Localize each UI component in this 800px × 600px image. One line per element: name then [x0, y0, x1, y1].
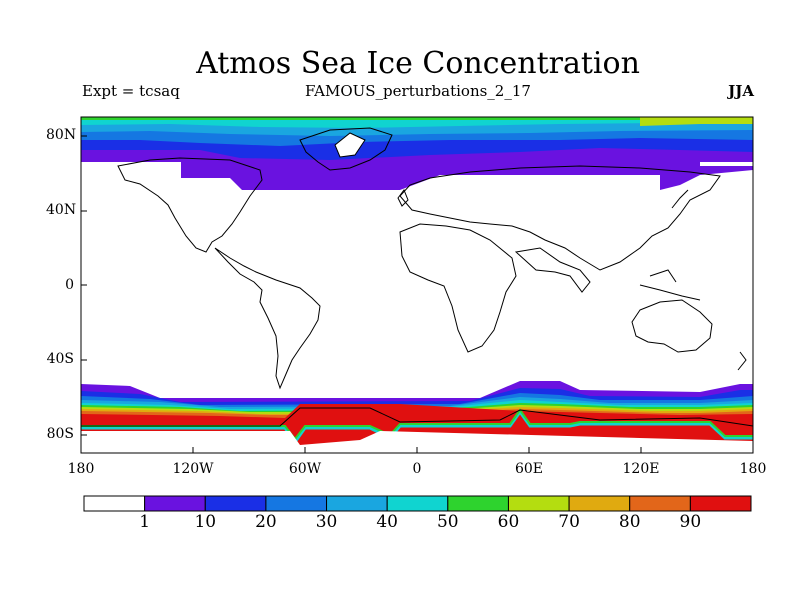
antarctic-sea-ice: [81, 381, 753, 453]
colorbar-swatch: [507, 495, 570, 512]
colorbar-tick-label: 80: [618, 512, 641, 532]
colorbar-swatch: [689, 495, 752, 512]
run-label: FAMOUS_perturbations_2_17: [305, 82, 531, 100]
colorbar-swatch: [629, 495, 691, 512]
colorbar-tick-label: 10: [194, 512, 217, 532]
colorbar-swatch: [204, 495, 267, 512]
colorbar-tick-label: 40: [376, 512, 398, 532]
lon-label-180e: 180: [739, 461, 767, 477]
arctic-sea-ice: [81, 117, 753, 190]
experiment-label: Expt = tcsaq: [82, 82, 180, 100]
colorbar-swatch: [386, 495, 449, 512]
colorbar-swatch: [326, 495, 388, 512]
colorbar-swatch: [265, 495, 328, 512]
axis-ticks: [81, 135, 642, 453]
chart-title: Atmos Sea Ice Concentration: [196, 46, 640, 81]
colorbar-tick-label: 20: [255, 512, 277, 532]
colorbar-tick-label: 60: [497, 512, 520, 532]
colorbar-tick-label: 70: [558, 512, 580, 532]
colorbar-swatch: [568, 495, 631, 512]
lon-label-120w: 120W: [172, 461, 214, 477]
lat-label-80n: 80N: [46, 127, 77, 143]
lat-label-80s: 80S: [46, 426, 74, 442]
colorbar-tick-label: 1: [139, 512, 151, 532]
colorbar-tick-label: 90: [679, 512, 702, 532]
season-label: JJA: [728, 82, 754, 100]
lon-label-180w: 180: [67, 461, 95, 477]
lon-label-60w: 60W: [288, 461, 322, 477]
lon-label-120e: 120E: [622, 461, 660, 477]
lat-label-40s: 40S: [46, 351, 74, 367]
lon-label-60e: 60E: [514, 461, 544, 477]
lat-label-40n: 40N: [46, 202, 77, 218]
coastlines: [81, 127, 754, 427]
colorbar-swatch: [83, 495, 146, 512]
colorbar-swatch: [447, 495, 509, 512]
lon-label-0: 0: [412, 461, 422, 477]
colorbar: [83, 495, 752, 512]
lat-label-0: 0: [65, 277, 74, 293]
colorbar-tick-label: 50: [436, 512, 459, 532]
colorbar-tick-label: 30: [315, 512, 338, 532]
colorbar-swatch: [144, 495, 206, 512]
